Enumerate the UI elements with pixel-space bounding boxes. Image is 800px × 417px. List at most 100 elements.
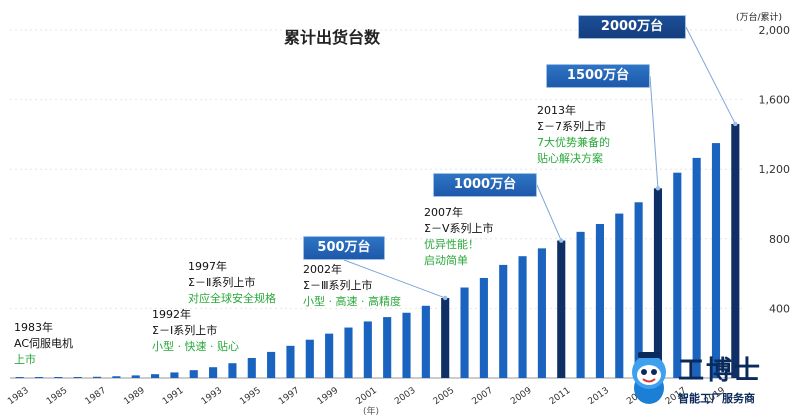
annotation-highlight: 小型 · 高速 · 高精度: [303, 295, 401, 308]
annotation-1992: 1992年 Σ－Ⅰ系列上市 小型 · 快速 · 贴心: [152, 307, 239, 355]
mascot-icon: [632, 352, 666, 404]
bar-2004: [421, 305, 430, 378]
bar-2009: [518, 256, 527, 378]
bar-2000: [344, 327, 353, 378]
brand-logo: 工博士 智能工厂服务商: [622, 346, 794, 412]
bar-1984: [34, 377, 44, 378]
annotation-text: Σ－Ⅴ系列上市: [424, 222, 494, 235]
x-tick-label: 2007: [470, 386, 494, 407]
x-tick-label: 2009: [509, 386, 534, 407]
x-tick-label: 2003: [393, 386, 417, 407]
bar-1993: [209, 367, 218, 378]
bar-1989: [131, 375, 140, 378]
bar-1987: [92, 376, 102, 378]
bar-1985: [54, 377, 63, 378]
annotation-year: 1992年: [152, 308, 191, 321]
bar-1995: [247, 357, 256, 378]
bar-1999: [325, 333, 334, 378]
y-tick-label: 800: [769, 233, 790, 246]
annotation-highlight: 小型 · 快速 · 贴心: [152, 340, 239, 353]
bar-2013: [595, 224, 604, 378]
bar-1983: [15, 377, 24, 378]
bar-2005: [441, 297, 450, 378]
annotation-year: 1997年: [188, 260, 227, 273]
badge-2000: 2000万台: [578, 15, 686, 39]
bar-2018: [692, 157, 701, 378]
brand-name: 工博士: [678, 356, 763, 386]
y-tick-label: 400: [769, 302, 790, 315]
bar-1997: [286, 345, 295, 378]
annotation-highlight: 对应全球安全规格: [188, 292, 276, 305]
bar-1991: [170, 372, 179, 378]
x-tick-label: 1989: [122, 386, 147, 407]
y-tick-labels: 400 800 1,200 1,600 2,000: [759, 24, 791, 315]
badge-leader-line: [343, 259, 446, 299]
badge-leader-line: [685, 26, 736, 125]
x-tick-label: 1993: [200, 386, 224, 407]
x-tick-label: 1995: [238, 386, 262, 407]
x-tick-label: 2011: [548, 386, 572, 407]
annotation-text: Σ－Ⅱ系列上市: [188, 276, 256, 289]
milestone-marker: [442, 295, 448, 301]
badge-1500: 1500万台: [546, 64, 650, 88]
y-unit-label: (万台/累计): [736, 13, 783, 23]
bar-2015: [634, 202, 643, 378]
bar-2012: [576, 231, 585, 378]
x-tick-label: 2005: [432, 386, 456, 407]
bar-1994: [228, 363, 237, 378]
annotation-year: 1983年: [14, 321, 53, 334]
badge-leader-line: [649, 75, 659, 189]
bar-2008: [499, 264, 508, 378]
annotation-year: 2002年: [303, 263, 342, 276]
annotation-highlight: 优异性能！: [424, 238, 479, 251]
bar-1996: [267, 351, 276, 378]
bar-1986: [73, 377, 82, 378]
chart-title: 累计出货台数: [284, 28, 381, 47]
annotation-text: Σ－Ⅰ系列上市: [152, 324, 218, 337]
bar-2011: [557, 240, 566, 378]
annotation-highlight: 贴心解决方案: [537, 152, 603, 165]
milestone-marker: [559, 238, 564, 243]
bar-1998: [305, 339, 314, 378]
brand-slogan: 智能工厂服务商: [678, 392, 755, 405]
annotation-text: Σ－7系列上市: [537, 120, 606, 133]
y-tick-label: 1,600: [759, 94, 791, 107]
annotation-2007: 2007年 Σ－Ⅴ系列上市 优异性能！ 启动简单: [424, 205, 493, 269]
y-tick-label: 1,200: [759, 163, 791, 176]
annotation-text: Σ－Ⅲ系列上市: [303, 279, 373, 292]
badge-1000: 1000万台: [433, 173, 537, 197]
x-axis-label: (年): [363, 407, 380, 417]
annotation-1983: 1983年 AC伺服电机 上市: [14, 320, 73, 368]
bar-2003: [402, 312, 411, 378]
x-tick-label: 1991: [161, 386, 185, 407]
bars: [15, 123, 740, 379]
x-tick-label: 2013: [587, 386, 611, 407]
milestone-marker: [655, 186, 661, 191]
annotation-year: 2007年: [424, 206, 463, 219]
annotation-highlight: 上市: [14, 353, 36, 366]
bar-2014: [615, 213, 624, 378]
annotation-year: 2013年: [537, 104, 576, 117]
bar-2016: [653, 188, 663, 378]
y-tick-label: 2,000: [759, 24, 791, 37]
annotation-2002: 2002年 Σ－Ⅲ系列上市 小型 · 高速 · 高精度: [303, 262, 401, 310]
annotation-2013: 2013年 Σ－7系列上市 7大优势兼备的 贴心解决方案: [537, 103, 610, 167]
bar-2010: [537, 248, 546, 378]
bar-2020: [731, 123, 740, 379]
badge-leader-line: [536, 184, 562, 241]
bar-2017: [673, 172, 682, 378]
x-tick-label: 1987: [84, 386, 108, 407]
badge-500: 500万台: [303, 236, 385, 260]
bar-2001: [363, 321, 372, 378]
badge-leaders: [343, 26, 738, 301]
annotation-1997: 1997年 Σ－Ⅱ系列上市 对应全球安全规格: [188, 259, 276, 307]
annotation-highlight: 启动简单: [424, 254, 468, 267]
milestone-marker: [733, 121, 738, 127]
x-tick-label: 1999: [316, 386, 341, 407]
bar-2019: [711, 143, 721, 378]
annotation-highlight: 7大优势兼备的: [537, 136, 610, 149]
x-tick-label: 1985: [45, 386, 69, 407]
bar-2002: [383, 317, 392, 378]
bar-1992: [189, 370, 198, 378]
